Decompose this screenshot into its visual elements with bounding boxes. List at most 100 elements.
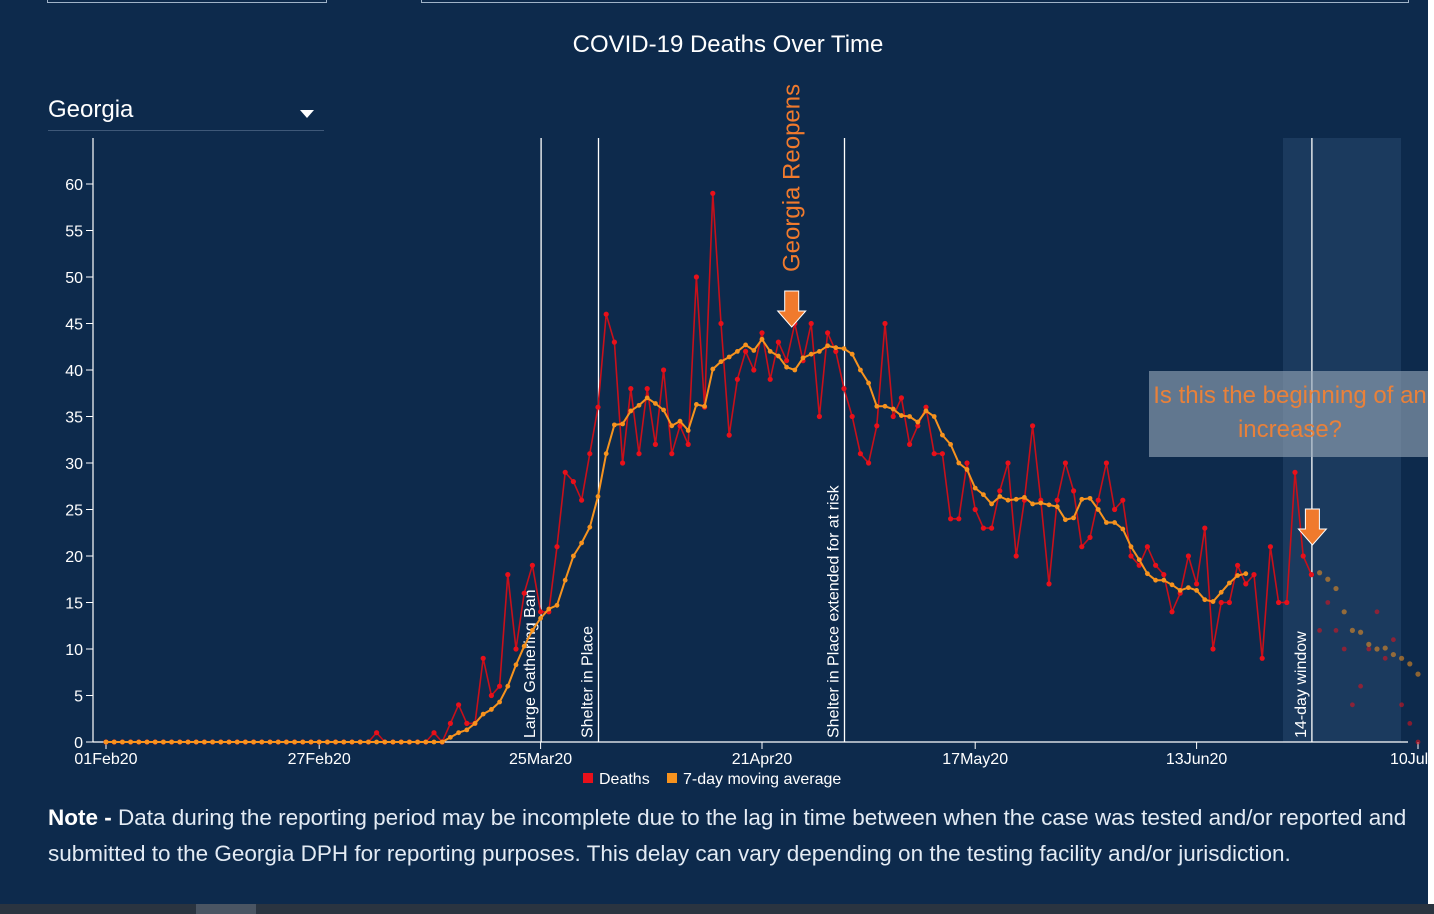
average-point bbox=[587, 524, 593, 530]
deaths-point bbox=[521, 590, 527, 596]
legend-average-swatch bbox=[667, 773, 677, 783]
average-point bbox=[341, 739, 347, 745]
deaths-point bbox=[907, 441, 913, 447]
average-point bbox=[858, 367, 863, 373]
average-point bbox=[1054, 504, 1060, 510]
window-average-point bbox=[1390, 651, 1396, 658]
average-point bbox=[243, 739, 248, 745]
average-point bbox=[472, 721, 478, 726]
deaths-point bbox=[1071, 488, 1077, 494]
average-point bbox=[1046, 502, 1052, 508]
average-point bbox=[571, 553, 576, 559]
chart-title: COVID-19 Deaths Over Time bbox=[572, 31, 884, 58]
average-point bbox=[210, 739, 216, 745]
deaths-point bbox=[1112, 506, 1118, 513]
deaths-point bbox=[1284, 599, 1290, 606]
right-edge bbox=[1428, 0, 1434, 904]
average-point bbox=[931, 414, 937, 419]
average-point bbox=[366, 739, 371, 745]
average-point bbox=[521, 643, 527, 649]
average-point bbox=[702, 403, 707, 409]
average-point bbox=[1030, 501, 1035, 507]
deaths-point bbox=[989, 525, 995, 531]
average-point bbox=[407, 739, 412, 745]
deaths-point bbox=[898, 395, 905, 401]
average-point bbox=[1120, 526, 1126, 532]
x-tick-label: 10Jul20 bbox=[1390, 751, 1434, 768]
average-point bbox=[948, 442, 953, 447]
average-point bbox=[915, 419, 921, 425]
deaths-point bbox=[948, 516, 954, 522]
window-average-point bbox=[1382, 645, 1388, 651]
average-point bbox=[595, 494, 601, 499]
average-point bbox=[874, 403, 880, 409]
window-deaths-point bbox=[1391, 637, 1396, 643]
average-point bbox=[685, 428, 691, 433]
window-average-point bbox=[1341, 609, 1347, 615]
deaths-point bbox=[1243, 581, 1249, 587]
deaths-point bbox=[759, 330, 765, 336]
deaths-point bbox=[513, 646, 519, 652]
x-tick-label: 25Mar20 bbox=[509, 751, 572, 768]
chevron-down-icon[interactable] bbox=[300, 110, 314, 118]
average-point bbox=[259, 739, 265, 745]
deaths-line bbox=[106, 193, 1313, 744]
average-point bbox=[669, 423, 675, 429]
average-point bbox=[390, 739, 396, 745]
deaths-point bbox=[1202, 525, 1208, 531]
window-average-point bbox=[1407, 661, 1413, 667]
average-point bbox=[1087, 495, 1093, 501]
deaths-point bbox=[1210, 646, 1216, 652]
average-point bbox=[128, 739, 134, 745]
state-dropdown[interactable]: Georgia bbox=[48, 94, 324, 131]
average-point bbox=[1218, 589, 1224, 595]
deaths-point bbox=[1308, 572, 1314, 578]
x-tick-label: 27Feb20 bbox=[288, 751, 351, 768]
deaths-point bbox=[931, 451, 937, 457]
average-point bbox=[456, 730, 461, 736]
y-tick-label: 50 bbox=[65, 270, 83, 287]
average-point bbox=[1104, 520, 1109, 525]
deaths-point bbox=[497, 683, 503, 689]
average-point bbox=[1005, 497, 1011, 503]
window-deaths-point bbox=[1350, 702, 1355, 708]
average-point bbox=[964, 467, 970, 472]
deaths-point bbox=[603, 311, 609, 317]
deaths-point bbox=[652, 441, 659, 447]
deaths-point bbox=[669, 451, 675, 457]
window-average-point bbox=[1358, 629, 1364, 635]
average-point bbox=[784, 364, 789, 370]
deaths-point bbox=[866, 460, 872, 466]
average-point bbox=[653, 401, 658, 406]
average-point bbox=[718, 359, 724, 365]
y-tick-label: 55 bbox=[65, 224, 83, 241]
deaths-point bbox=[923, 404, 929, 410]
deaths-point bbox=[825, 330, 831, 336]
average-point bbox=[1186, 585, 1191, 591]
window-average-point bbox=[1366, 641, 1372, 647]
deaths-point bbox=[529, 562, 536, 568]
deaths-point bbox=[1218, 599, 1224, 606]
average-point bbox=[907, 414, 912, 419]
average-point bbox=[735, 349, 740, 354]
average-point bbox=[1128, 544, 1134, 550]
deaths-point bbox=[997, 488, 1003, 494]
deaths-point bbox=[1144, 544, 1150, 550]
average-point bbox=[1112, 520, 1117, 525]
deaths-point bbox=[595, 404, 601, 410]
average-point bbox=[169, 739, 175, 745]
average-point bbox=[866, 380, 871, 386]
deaths-point bbox=[1251, 572, 1257, 578]
average-point bbox=[1210, 599, 1216, 604]
window-average-point bbox=[1399, 655, 1405, 661]
deaths-point bbox=[972, 506, 978, 513]
deaths-point bbox=[480, 655, 486, 661]
average-point bbox=[1177, 588, 1183, 593]
deaths-point bbox=[1013, 553, 1019, 559]
average-point bbox=[1022, 495, 1027, 500]
deaths-point bbox=[980, 525, 987, 531]
legend: Deaths 7-day moving average bbox=[583, 771, 841, 788]
deaths-point bbox=[726, 432, 732, 438]
average-point bbox=[234, 739, 240, 745]
bottom-tab[interactable] bbox=[196, 904, 256, 914]
